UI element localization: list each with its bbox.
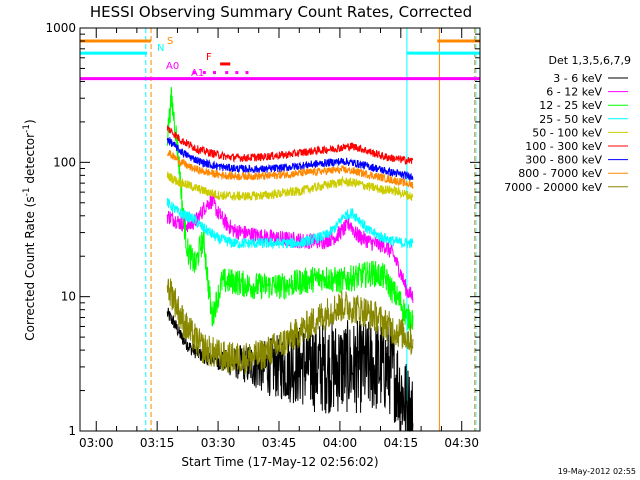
legend-label-4: 50 - 100 keV [532,126,602,139]
attenuator-dot-5 [245,71,249,75]
plot-frame [79,27,481,432]
plot-series [166,86,414,432]
series-line-5 [166,124,414,165]
x-tick-label-1: 03:15 [140,436,175,450]
x-tick-label-2: 03:30 [201,436,236,450]
flag-label-n: N [157,43,164,54]
series-line-4 [166,171,414,201]
series-line-3 [166,197,414,250]
y-tick-label-0: 1 [68,424,76,438]
y-tick-label-2: 100 [53,155,76,169]
y-axis-label: Corrected Count Rate (s-1 detector-1) [22,119,37,340]
legend-label-2: 12 - 25 keV [539,99,602,112]
y-tick-label-3: 1000 [45,21,76,35]
x-tick-label-0: 03:00 [79,436,114,450]
x-tick-label-5: 04:15 [384,436,419,450]
y-tick-label-1: 10 [61,290,76,304]
x-axis: 03:00 03:15 03:30 03:45 04:00 04:15 04:30 [79,28,479,450]
attenuator-dot-3 [225,71,229,75]
x-tick-label-3: 03:45 [262,436,297,450]
attenuator-dot-0 [192,71,196,75]
legend-label-5: 100 - 300 keV [525,140,602,153]
y-axis: 1 10 100 1000 [45,21,480,438]
y-axis-label-main: Corrected Count Rate (s [23,196,37,340]
x-axis-label: Start Time (17-May-12 02:56:02) [181,455,378,469]
series-line-2 [166,86,414,331]
legend-label-0: 3 - 6 keV [553,72,602,85]
plot-flags [79,28,480,431]
legend-title: Det 1,3,5,6,7,9 [548,54,631,67]
attenuator-dot-1 [202,71,206,75]
legend-label-3: 25 - 50 keV [539,113,602,126]
y-axis-label-end: ) [23,119,37,124]
x-tick-label-4: 04:00 [323,436,358,450]
series-line-7 [167,150,414,189]
flag-label-a0: A0 [166,61,179,72]
legend-label-7: 800 - 7000 keV [518,167,602,180]
legend-label-1: 6 - 12 keV [546,86,602,99]
attenuator-dot-4 [235,71,239,75]
y-axis-label-sup1: -1 [22,187,32,196]
series-line-8 [166,278,414,375]
x-tick-label-6: 04:30 [444,436,479,450]
flag-label-s: S [167,36,173,47]
series-line-6 [166,137,414,182]
footer-date: 19-May-2012 02:55 [558,467,636,476]
chart-title: HESSI Observing Summary Count Rates, Cor… [90,3,472,21]
y-axis-label-sup2: -1 [22,124,32,133]
legend-label-6: 300 - 800 keV [525,154,602,167]
legend-label-8: 7000 - 20000 keV [504,181,602,194]
flag-label-f: F [206,52,212,63]
attenuator-dot-2 [213,71,217,75]
flag-label-a1: A1 [191,68,204,79]
y-axis-label-mid: detector [23,133,37,188]
